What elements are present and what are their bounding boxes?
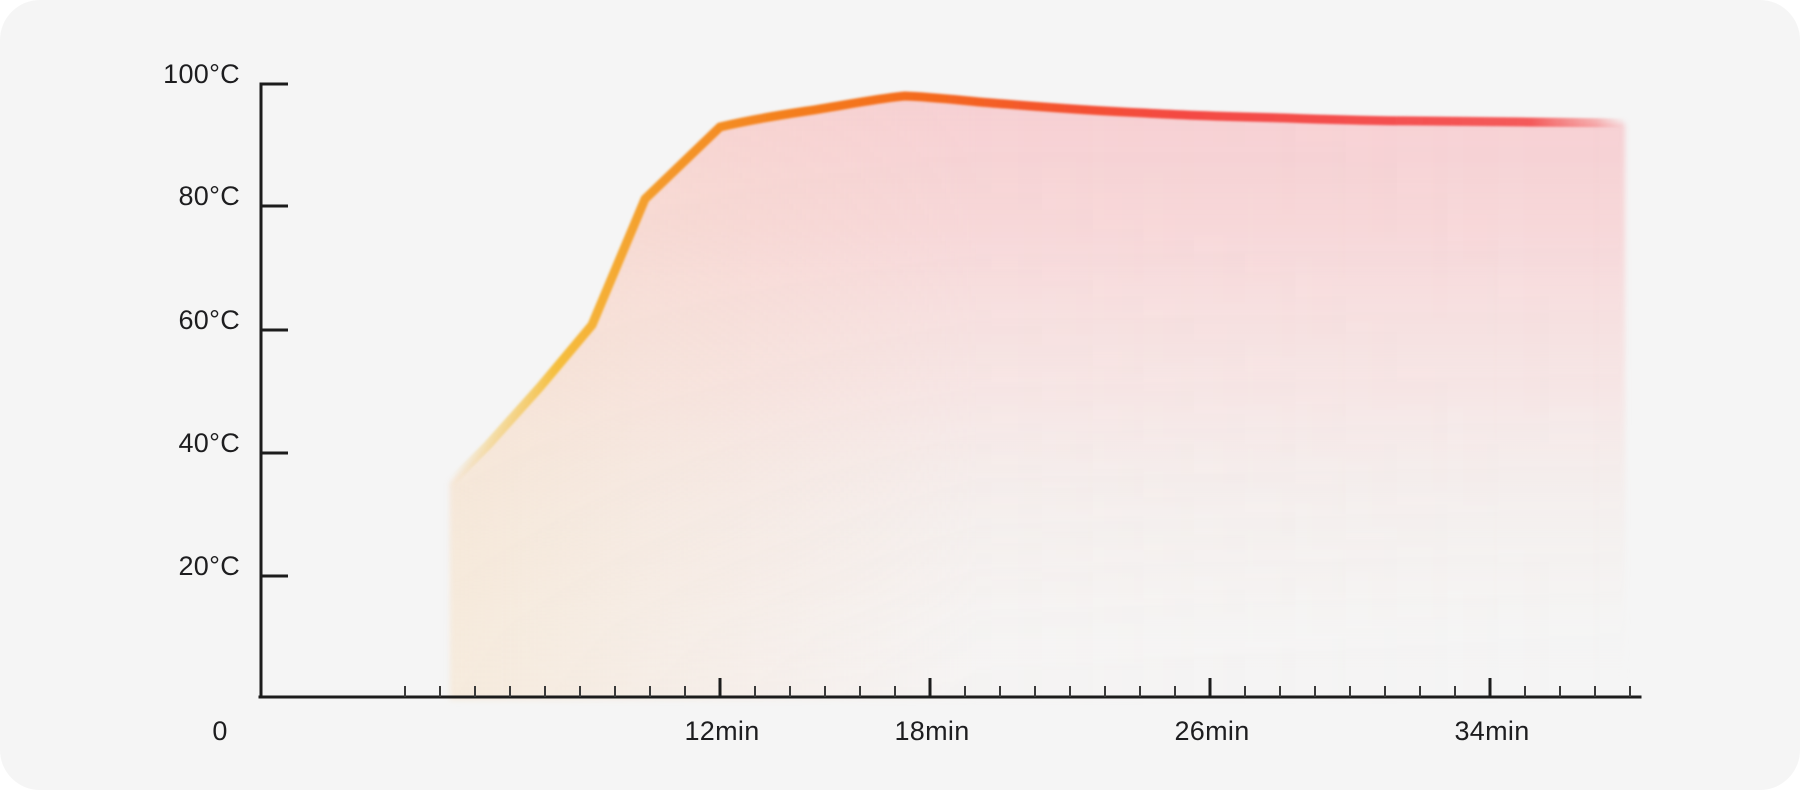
y-tick-label-80: 80°C [178,181,240,211]
y-tick-label-60: 60°C [178,305,240,335]
y-tick-label-40: 40°C [178,428,240,458]
x-axis-major-ticks [718,678,1492,697]
y-axis-labels: 100°C 80°C 60°C 40°C 20°C [163,59,240,581]
temperature-line-group [445,91,1630,488]
area-fill-warm-tint [450,96,1625,700]
x-axis-labels: 0 12min 18min 26min 34min [212,716,1529,746]
y-tick-label-20: 20°C [178,551,240,581]
y-axis-ticks [261,82,288,578]
x-tick-label-26min: 26min [1174,716,1249,746]
x-tick-label-18min: 18min [894,716,969,746]
area-fill-group [450,96,1625,700]
x-axis-minor-ticks [404,686,1631,697]
x-tick-label-34min: 34min [1454,716,1529,746]
temperature-line [445,91,1630,488]
x-tick-label-12min: 12min [684,716,759,746]
y-tick-label-100: 100°C [163,59,240,89]
axes-group [258,82,1642,699]
x-tick-label-0: 0 [212,716,227,746]
